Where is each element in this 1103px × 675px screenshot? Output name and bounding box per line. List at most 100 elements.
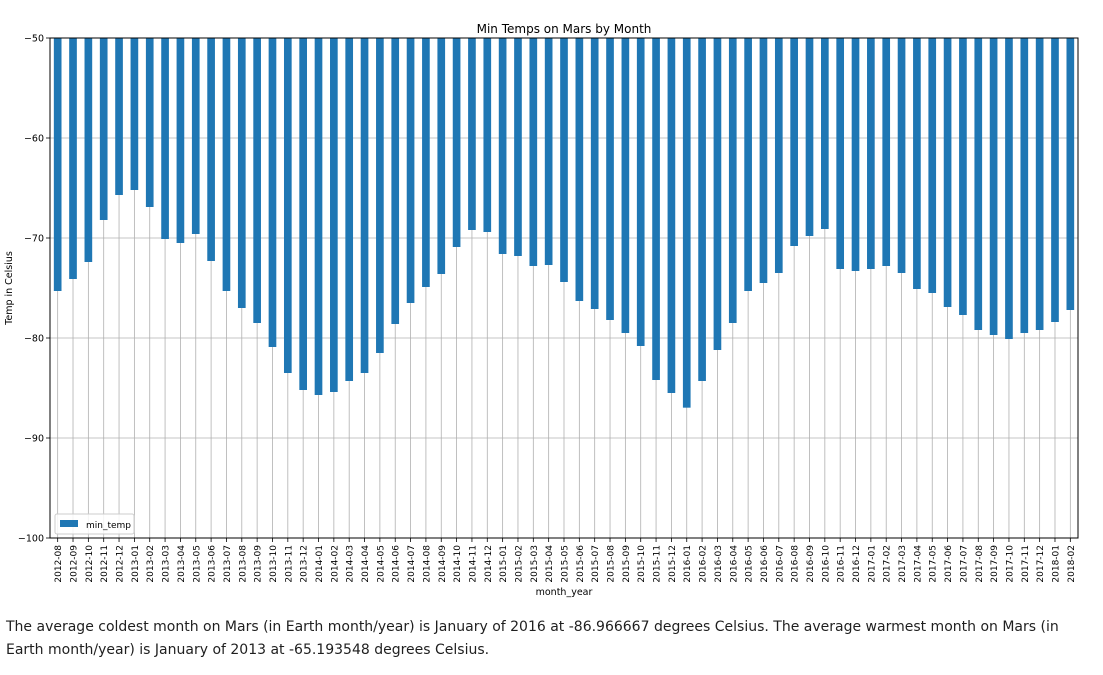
bar-2016-07	[774, 38, 783, 273]
x-tick-label: 2014-08	[422, 545, 432, 583]
bar-2013-06	[207, 38, 215, 261]
x-tick-label: 2016-06	[760, 545, 770, 583]
x-tick-label: 2014-06	[392, 545, 402, 583]
bar-2012-12	[115, 38, 123, 195]
x-tick-label: 2013-01	[131, 545, 141, 583]
x-tick-label: 2017-07	[959, 545, 969, 583]
legend-swatch	[60, 520, 78, 527]
bar-2015-12	[667, 38, 676, 393]
x-tick-label: 2017-05	[929, 545, 939, 583]
x-tick-label: 2014-07	[407, 545, 417, 583]
x-tick-label: 2017-01	[867, 545, 877, 583]
bar-2015-02	[514, 38, 522, 256]
x-tick-label: 2015-05	[561, 545, 571, 583]
x-tick-label: 2017-09	[990, 545, 1000, 583]
bar-2017-06	[943, 38, 952, 307]
x-tick-label: 2013-12	[300, 545, 310, 583]
x-tick-label: 2016-07	[775, 545, 785, 583]
bar-2013-11	[283, 38, 292, 373]
bar-2014-02	[330, 38, 338, 392]
bar-2013-07	[222, 38, 231, 291]
x-tick-label: 2017-06	[944, 545, 954, 583]
bar-2014-11	[468, 38, 476, 230]
x-tick-label: 2014-10	[453, 545, 463, 583]
bar-2013-01	[130, 38, 139, 190]
y-tick-label: −60	[24, 134, 44, 145]
y-tick-label: −50	[24, 34, 44, 45]
x-tick-label: 2016-01	[683, 545, 693, 583]
x-tick-label: 2016-12	[852, 545, 862, 583]
bar-2017-05	[928, 38, 937, 293]
x-tick-label: 2017-08	[975, 545, 985, 583]
bar-2015-10	[636, 38, 645, 346]
x-tick-label: 2015-04	[545, 545, 555, 583]
y-tick-label: −90	[24, 434, 44, 445]
x-tick-label: 2015-01	[499, 545, 509, 583]
bar-2013-05	[191, 38, 200, 234]
x-tick-label: 2014-02	[330, 545, 340, 583]
bar-2015-11	[652, 38, 660, 380]
bar-2016-11	[836, 38, 845, 269]
bar-2013-10	[268, 38, 277, 347]
bar-2016-10	[821, 38, 829, 229]
bar-2016-08	[790, 38, 798, 246]
bar-2015-09	[621, 38, 630, 333]
bar-2016-09	[805, 38, 814, 236]
bar-2015-05	[560, 38, 568, 282]
x-tick-label: 2017-10	[1005, 545, 1015, 583]
result-summary-text: The average coldest month on Mars (in Ea…	[6, 619, 1059, 658]
bar-2015-01	[498, 38, 507, 254]
x-tick-label: 2013-06	[208, 545, 218, 583]
bar-2012-10	[84, 38, 93, 262]
bar-2017-08	[974, 38, 983, 330]
x-tick-label: 2012-10	[85, 545, 95, 583]
x-tick-label: 2012-08	[54, 545, 64, 583]
bar-2016-06	[759, 38, 768, 283]
chart-title: Min Temps on Mars by Month	[477, 22, 652, 36]
bar-2014-03	[345, 38, 354, 381]
bar-2014-12	[483, 38, 492, 232]
bar-2017-07	[959, 38, 967, 315]
legend-label: min_temp	[86, 521, 131, 531]
legend: min_temp	[54, 513, 135, 535]
x-tick-label: 2014-05	[376, 545, 386, 583]
x-tick-label: 2013-10	[269, 545, 279, 583]
bar-2015-04	[544, 38, 553, 265]
bar-2016-01	[682, 38, 691, 408]
bar-2013-04	[176, 38, 185, 243]
x-tick-label: 2012-11	[100, 545, 110, 583]
bars	[53, 38, 1075, 408]
bar-2017-02	[882, 38, 891, 266]
x-tick-label: 2012-09	[70, 545, 80, 583]
bar-2012-08	[53, 38, 62, 291]
bar-2017-03	[897, 38, 906, 273]
x-tick-label: 2012-12	[116, 545, 126, 583]
bar-2013-09	[253, 38, 261, 323]
bar-2013-02	[145, 38, 154, 207]
bar-2017-01	[867, 38, 875, 269]
y-tick-label: −80	[24, 334, 44, 345]
x-tick-label: 2015-11	[653, 545, 663, 583]
x-tick-label: 2018-01	[1051, 545, 1061, 583]
bar-2015-06	[575, 38, 584, 301]
x-tick-label: 2013-02	[146, 545, 156, 583]
bar-2018-02	[1066, 38, 1075, 310]
x-tick-label: 2013-07	[223, 545, 233, 583]
bar-2014-04	[360, 38, 369, 373]
x-tick-label: 2017-03	[898, 545, 908, 583]
x-tick-label: 2016-02	[699, 545, 709, 583]
bar-2017-04	[913, 38, 921, 289]
bar-2017-11	[1020, 38, 1029, 333]
x-tick-label: 2014-12	[484, 545, 494, 583]
bar-2017-09	[989, 38, 998, 335]
x-tick-label: 2016-03	[714, 545, 724, 583]
x-tick-label: 2016-05	[745, 545, 755, 583]
x-tick-label: 2014-09	[438, 545, 448, 583]
bar-2012-09	[69, 38, 77, 279]
x-tick-label: 2015-07	[591, 545, 601, 583]
x-tick-label: 2015-02	[514, 545, 524, 583]
bar-2013-08	[237, 38, 246, 308]
y-tick-label: −100	[18, 534, 44, 545]
bar-2017-12	[1035, 38, 1044, 330]
bar-2016-12	[851, 38, 860, 271]
